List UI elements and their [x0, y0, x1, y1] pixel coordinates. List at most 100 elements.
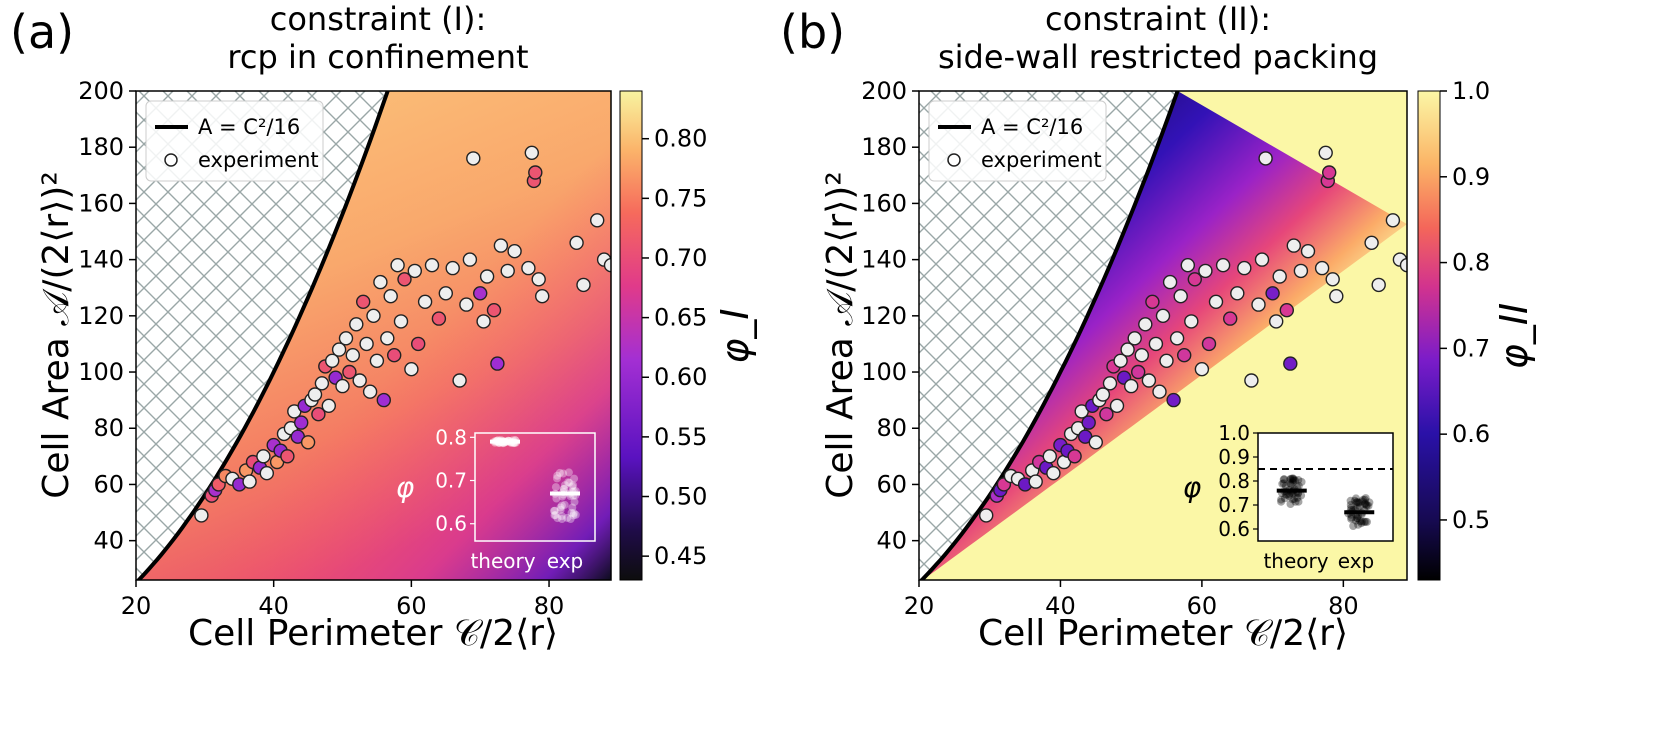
data-point: [280, 449, 295, 464]
y-tick-label: 80: [93, 414, 124, 442]
x-ticks-a: 20 40 60 80: [121, 580, 564, 620]
inset-data-point: [1277, 497, 1286, 506]
data-point: [979, 508, 994, 523]
y-tick-label: 160: [861, 189, 907, 217]
inset-data-point: [1355, 502, 1364, 511]
data-point: [1254, 252, 1270, 267]
inset-data-point: [555, 468, 564, 477]
inset-data-point: [1293, 493, 1302, 502]
data-point: [535, 289, 550, 304]
data-point: [486, 303, 502, 318]
data-point: [1184, 314, 1199, 329]
data-point: [459, 297, 474, 312]
x-axis-label-a: Cell Perimeter 𝒞/2⟨r⟩: [188, 613, 558, 654]
inset-data-point: [559, 469, 568, 478]
boundary-curve-b: [919, 91, 1180, 580]
data-point: [1148, 336, 1164, 352]
inset-data-point: [1282, 490, 1290, 499]
inset-cat-exp-a: exp: [547, 549, 583, 573]
inset-data-point: [1297, 477, 1306, 486]
data-point: [417, 294, 433, 309]
data-point: [411, 336, 426, 352]
inset-ylabel-a: φ: [396, 471, 415, 504]
inset-a: 0.6 0.7 0.8 φ theory exp: [396, 425, 596, 573]
data-point: [383, 289, 398, 304]
data-point: [1286, 238, 1302, 253]
inset-data-point: [1285, 492, 1294, 500]
data-point: [524, 145, 539, 161]
data-point: [1293, 263, 1309, 279]
inset-data-point: [1287, 480, 1296, 489]
inset-data-point: [1280, 494, 1289, 503]
data-point: [366, 308, 381, 323]
inset-data-point: [1289, 474, 1297, 483]
x-tick-label: 60: [1187, 592, 1218, 620]
inset-data-point: [1289, 476, 1298, 485]
y-tick-label: 120: [861, 302, 907, 330]
inset-data-point: [1347, 514, 1356, 523]
inset-tick-label: 0.8: [435, 425, 467, 449]
colorbar-tick-label: 0.75: [654, 184, 707, 212]
inset-tick-label: 0.7: [1218, 493, 1250, 517]
data-point: [1215, 258, 1231, 273]
data-point: [493, 238, 509, 253]
colorbar-gradient-a: [619, 90, 643, 581]
data-point: [1166, 392, 1181, 408]
x-ticks-b: 20 40 60 80: [904, 580, 1359, 620]
data-point: [1272, 269, 1287, 284]
inset-data-point: [557, 501, 566, 510]
inset-data-point: [1358, 497, 1367, 506]
inset-data-point: [1361, 494, 1370, 503]
inset-data-point: [1346, 500, 1355, 509]
inset-data-point: [557, 512, 566, 521]
data-point: [1042, 449, 1058, 464]
inset-data-point: [1286, 500, 1295, 508]
inset-data-point: [1288, 478, 1297, 487]
data-point: [1399, 258, 1407, 273]
y-tick-label: 180: [78, 133, 124, 161]
y-tick-label: 160: [78, 189, 124, 217]
data-point: [1123, 378, 1139, 394]
inset-data-point: [568, 503, 577, 512]
data-point: [380, 331, 395, 346]
data-point: [1325, 272, 1340, 287]
data-point: [321, 398, 336, 413]
y-tick-label: 180: [861, 133, 907, 161]
data-point: [373, 274, 388, 290]
data-point: [1138, 317, 1153, 332]
data-point: [369, 353, 385, 368]
inset-tick-label: 0.6: [1218, 517, 1250, 541]
inset-data-point: [560, 484, 569, 493]
legend-curve-label-a: A = C²/16: [198, 115, 300, 139]
data-point: [1130, 364, 1146, 380]
inset-cat-exp-b: exp: [1338, 549, 1374, 573]
data-point: [1201, 336, 1217, 352]
data-point: [1258, 151, 1273, 166]
data-point: [1198, 263, 1213, 279]
data-point: [1152, 384, 1167, 399]
y-tick-label: 140: [861, 246, 907, 274]
inset-data-point: [1351, 516, 1360, 525]
inset-data-point: [557, 515, 566, 523]
colorbar-tick-label: 0.60: [654, 363, 707, 391]
data-point: [452, 373, 467, 388]
inset-data-point: [556, 505, 565, 514]
forbidden-region-b: [919, 91, 1178, 580]
data-point: [479, 269, 495, 284]
data-point: [194, 508, 209, 523]
inset-data-point: [1352, 494, 1360, 503]
data-point: [1208, 294, 1224, 309]
data-point: [1120, 342, 1135, 357]
inset-data-point: [550, 506, 559, 515]
data-point: [294, 415, 309, 430]
y-tick-label: 100: [78, 358, 124, 386]
inset-data-point: [1277, 495, 1286, 504]
inset-data-point: [552, 494, 561, 503]
colorbar-ticks-b: 0.5 0.6 0.7 0.8 0.9 1.0: [1440, 77, 1490, 534]
inset-data-point: [1290, 494, 1299, 503]
points-a: [194, 145, 611, 523]
data-point: [1141, 373, 1157, 388]
inset-data-point: [1291, 476, 1300, 485]
data-point: [259, 466, 274, 481]
